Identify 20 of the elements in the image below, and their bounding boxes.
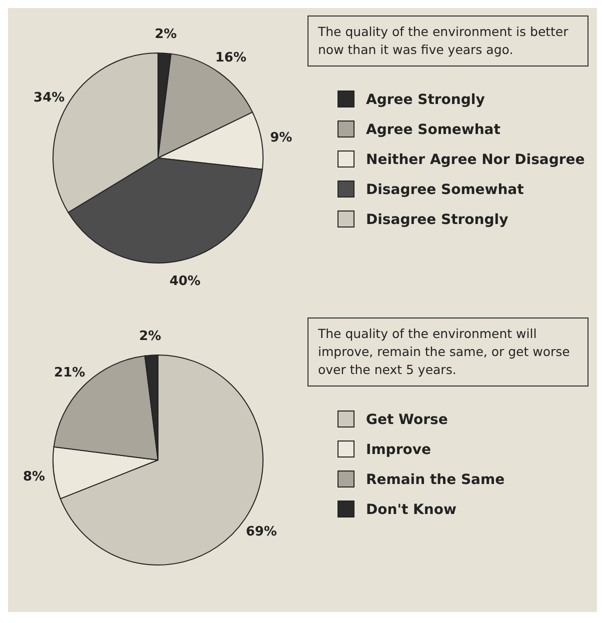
data-label: 9% — [270, 130, 292, 146]
data-label: 69% — [246, 524, 277, 540]
data-label: 2% — [154, 27, 177, 42]
legend-label: Neither Agree Nor Disagree — [366, 152, 585, 168]
data-label: 34% — [34, 90, 65, 106]
legend-label: Disagree Strongly — [366, 212, 508, 228]
data-label: 40% — [169, 274, 201, 290]
data-label: 16% — [215, 50, 246, 66]
chart-title: The quality of the environment is better now than it was five years ago. — [317, 24, 570, 57]
legend-label: Get Worse — [366, 412, 448, 428]
data-label: 21% — [54, 366, 86, 381]
text: The quality of the environment will improve, remain the same, or get worse over the next 5 years. — [317, 326, 570, 377]
data-label: 8% — [22, 470, 46, 485]
data-label: 2% — [139, 329, 162, 344]
legend-label: Remain the Same — [366, 472, 505, 488]
legend-label: Agree Somewhat — [366, 122, 501, 138]
legend-label: Improve — [366, 442, 431, 458]
legend-label: Agree Strongly — [366, 92, 485, 108]
legend-label: Disagree Somewhat — [366, 182, 524, 198]
legend-label: Don't Know — [366, 502, 456, 518]
